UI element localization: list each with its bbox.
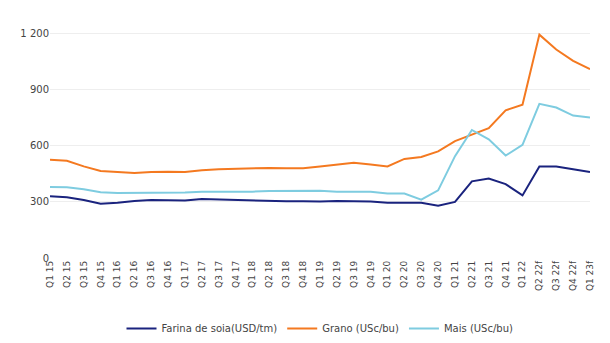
svg-text:Q3 20: Q3 20 bbox=[416, 261, 426, 288]
svg-text:Q4 17: Q4 17 bbox=[231, 261, 241, 288]
svg-text:Q1 17: Q1 17 bbox=[180, 261, 190, 288]
svg-text:Q2 21: Q2 21 bbox=[467, 261, 477, 288]
svg-text:Q3 16: Q3 16 bbox=[146, 261, 156, 288]
svg-text:Q3 22f: Q3 22f bbox=[551, 260, 561, 291]
svg-text:900: 900 bbox=[30, 84, 49, 95]
svg-text:Q4 16: Q4 16 bbox=[163, 261, 173, 288]
svg-text:Q2 22f: Q2 22f bbox=[534, 260, 544, 291]
svg-text:Q1 23f: Q1 23f bbox=[585, 260, 595, 291]
svg-text:0: 0 bbox=[43, 253, 49, 264]
svg-text:Q3 19: Q3 19 bbox=[349, 261, 359, 288]
svg-text:Q2 18: Q2 18 bbox=[264, 261, 274, 288]
svg-text:Q1 18: Q1 18 bbox=[247, 261, 257, 288]
svg-text:Grano (USc/bu): Grano (USc/bu) bbox=[322, 323, 399, 334]
svg-text:Q4 20: Q4 20 bbox=[433, 261, 443, 288]
svg-text:Q4 22f: Q4 22f bbox=[568, 260, 578, 291]
svg-text:Q2 20: Q2 20 bbox=[399, 261, 409, 288]
svg-text:Q3 15: Q3 15 bbox=[79, 261, 89, 288]
svg-text:300: 300 bbox=[30, 196, 49, 207]
svg-text:Q4 15: Q4 15 bbox=[96, 261, 106, 288]
svg-text:Q2 16: Q2 16 bbox=[129, 261, 139, 288]
svg-text:Q1 22: Q1 22 bbox=[517, 261, 527, 288]
svg-text:Q3 17: Q3 17 bbox=[214, 261, 224, 288]
svg-text:Q4 21: Q4 21 bbox=[501, 261, 511, 288]
svg-text:Q1 19: Q1 19 bbox=[315, 261, 325, 288]
svg-text:Q2 19: Q2 19 bbox=[332, 261, 342, 288]
svg-text:1 200: 1 200 bbox=[20, 28, 49, 39]
svg-text:Mais (USc/bu): Mais (USc/bu) bbox=[444, 323, 513, 334]
svg-text:Q4 18: Q4 18 bbox=[298, 261, 308, 288]
svg-text:Q3 21: Q3 21 bbox=[484, 261, 494, 288]
svg-text:Q4 19: Q4 19 bbox=[366, 261, 376, 288]
svg-text:Q3 18: Q3 18 bbox=[281, 261, 291, 288]
svg-text:600: 600 bbox=[30, 140, 49, 151]
svg-text:Q1 21: Q1 21 bbox=[450, 261, 460, 288]
svg-text:Q1 16: Q1 16 bbox=[112, 261, 122, 288]
svg-text:Q2 17: Q2 17 bbox=[197, 261, 207, 288]
svg-text:Q1 20: Q1 20 bbox=[382, 261, 392, 288]
svg-text:Q1 15: Q1 15 bbox=[45, 261, 55, 288]
svg-text:Q2 15: Q2 15 bbox=[62, 261, 72, 288]
svg-text:Farina de soia(USD/tm): Farina de soia(USD/tm) bbox=[162, 323, 278, 334]
